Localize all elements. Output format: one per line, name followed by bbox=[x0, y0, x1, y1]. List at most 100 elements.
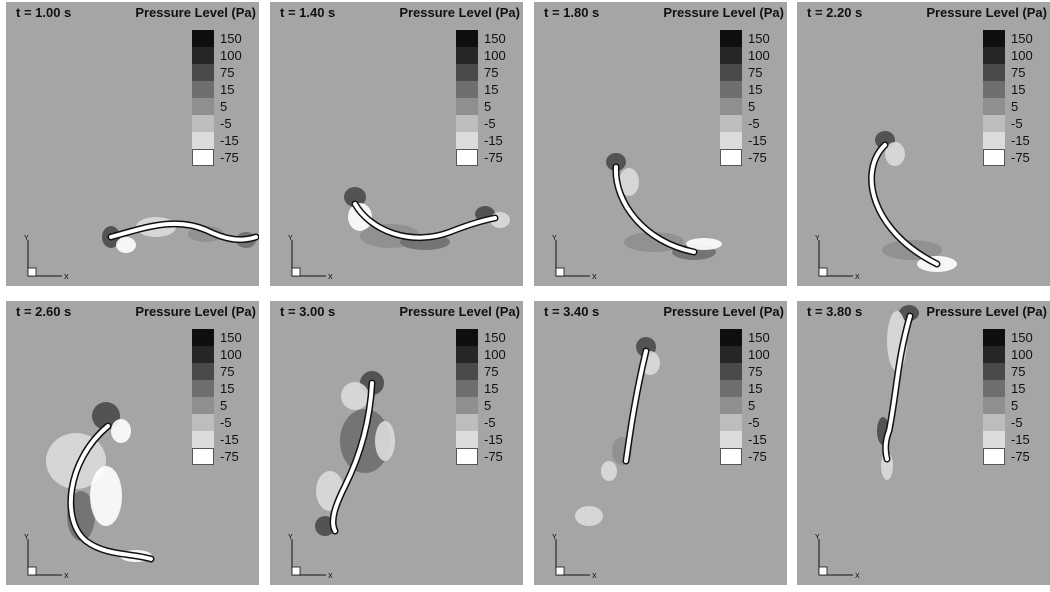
legend-value: 75 bbox=[484, 65, 499, 80]
legend-value: 75 bbox=[484, 364, 499, 379]
pressure-field-plot bbox=[102, 217, 259, 253]
legend-swatch bbox=[983, 30, 1005, 47]
legend-swatch bbox=[983, 81, 1005, 98]
legend-swatch bbox=[456, 329, 478, 346]
pressure-contour-region bbox=[341, 382, 369, 410]
pressure-field-plot bbox=[877, 305, 919, 480]
filament-body bbox=[883, 314, 912, 461]
pressure-contour-region bbox=[601, 461, 617, 481]
legend-swatch bbox=[720, 132, 742, 149]
legend-swatch bbox=[192, 115, 214, 132]
legend-row: 5 bbox=[192, 98, 256, 115]
legend-row: -75 bbox=[192, 149, 256, 166]
legend-swatch bbox=[192, 149, 214, 166]
legend-swatch bbox=[983, 397, 1005, 414]
legend-value: -75 bbox=[220, 150, 239, 165]
legend-swatch bbox=[456, 346, 478, 363]
legend-value: 150 bbox=[748, 31, 770, 46]
legend-value: -15 bbox=[220, 432, 239, 447]
legend-value: -15 bbox=[484, 133, 503, 148]
legend-swatch bbox=[983, 115, 1005, 132]
legend-value: 15 bbox=[748, 381, 763, 396]
y-axis-label: Y bbox=[24, 235, 29, 242]
legend-swatch bbox=[456, 380, 478, 397]
legend-row: 15 bbox=[983, 81, 1047, 98]
filament-body bbox=[353, 202, 497, 240]
legend-value: 150 bbox=[220, 31, 242, 46]
pressure-panel: t = 1.00 s Pressure Level (Pa) 150 100 75 15 5… bbox=[6, 2, 259, 286]
time-label: t = 1.40 s bbox=[280, 5, 336, 20]
legend-value: -5 bbox=[748, 116, 760, 131]
legend-row: 5 bbox=[983, 98, 1047, 115]
pressure-legend: 150 100 75 15 5 -5 -15 -75 bbox=[720, 30, 784, 170]
legend-value: 15 bbox=[748, 82, 763, 97]
legend-swatch bbox=[983, 149, 1005, 166]
legend-row: -75 bbox=[983, 149, 1047, 166]
legend-title: Pressure Level (Pa) bbox=[399, 304, 520, 319]
axis-triad: YX bbox=[815, 235, 860, 281]
legend-swatch bbox=[983, 346, 1005, 363]
legend-row: -75 bbox=[983, 448, 1047, 465]
pressure-legend: 150 100 75 15 5 -5 -15 -75 bbox=[983, 329, 1047, 469]
legend-title: Pressure Level (Pa) bbox=[926, 5, 1047, 20]
legend-swatch bbox=[456, 98, 478, 115]
legend-value: -75 bbox=[748, 150, 767, 165]
legend-swatch bbox=[192, 397, 214, 414]
legend-row: 100 bbox=[456, 47, 520, 64]
pressure-contour-region bbox=[619, 168, 639, 196]
legend-swatch bbox=[720, 98, 742, 115]
legend-value: 15 bbox=[220, 82, 235, 97]
legend-swatch bbox=[720, 397, 742, 414]
legend-title: Pressure Level (Pa) bbox=[663, 5, 784, 20]
legend-value: 15 bbox=[484, 82, 499, 97]
pressure-field-plot bbox=[315, 371, 395, 536]
legend-row: 150 bbox=[720, 329, 784, 346]
legend-value: 75 bbox=[748, 65, 763, 80]
legend-swatch bbox=[192, 98, 214, 115]
legend-row: -15 bbox=[983, 431, 1047, 448]
legend-value: -75 bbox=[1011, 449, 1030, 464]
legend-value: 100 bbox=[484, 48, 506, 63]
legend-row: 5 bbox=[456, 397, 520, 414]
legend-swatch bbox=[192, 30, 214, 47]
legend-swatch bbox=[983, 329, 1005, 346]
legend-swatch bbox=[720, 414, 742, 431]
axis-triad: YX bbox=[552, 534, 597, 580]
legend-row: 5 bbox=[192, 397, 256, 414]
y-axis-label: Y bbox=[288, 235, 293, 242]
legend-row: 150 bbox=[456, 30, 520, 47]
pressure-contour-region bbox=[92, 402, 120, 430]
legend-value: -15 bbox=[220, 133, 239, 148]
pressure-legend: 150 100 75 15 5 -5 -15 -75 bbox=[983, 30, 1047, 170]
pressure-panel: t = 1.80 s Pressure Level (Pa) 150 100 75 15 5… bbox=[534, 2, 787, 286]
legend-row: 75 bbox=[720, 363, 784, 380]
legend-row: 15 bbox=[720, 81, 784, 98]
legend-value: 75 bbox=[1011, 65, 1026, 80]
legend-swatch bbox=[720, 149, 742, 166]
legend-swatch bbox=[983, 132, 1005, 149]
legend-value: 5 bbox=[1011, 398, 1019, 413]
y-axis-label: Y bbox=[815, 534, 820, 541]
legend-value: -5 bbox=[484, 415, 496, 430]
legend-row: -75 bbox=[456, 149, 520, 166]
legend-row: 150 bbox=[983, 329, 1047, 346]
legend-value: -75 bbox=[220, 449, 239, 464]
legend-row: 15 bbox=[456, 380, 520, 397]
legend-swatch bbox=[720, 363, 742, 380]
axis-triad: YX bbox=[288, 534, 333, 580]
pressure-contour-region bbox=[375, 421, 395, 461]
pressure-contour-region bbox=[116, 237, 136, 253]
pressure-field-plot bbox=[575, 337, 660, 526]
legend-row: 75 bbox=[983, 64, 1047, 81]
legend-row: -15 bbox=[720, 431, 784, 448]
pressure-legend: 150 100 75 15 5 -5 -15 -75 bbox=[456, 30, 520, 170]
legend-value: 100 bbox=[748, 347, 770, 362]
y-axis-label: Y bbox=[815, 235, 820, 242]
legend-value: -15 bbox=[1011, 432, 1030, 447]
legend-row: -75 bbox=[720, 149, 784, 166]
pressure-legend: 150 100 75 15 5 -5 -15 -75 bbox=[192, 30, 256, 170]
legend-value: -75 bbox=[484, 449, 503, 464]
legend-row: -15 bbox=[192, 132, 256, 149]
legend-row: -75 bbox=[720, 448, 784, 465]
legend-row: 100 bbox=[720, 346, 784, 363]
